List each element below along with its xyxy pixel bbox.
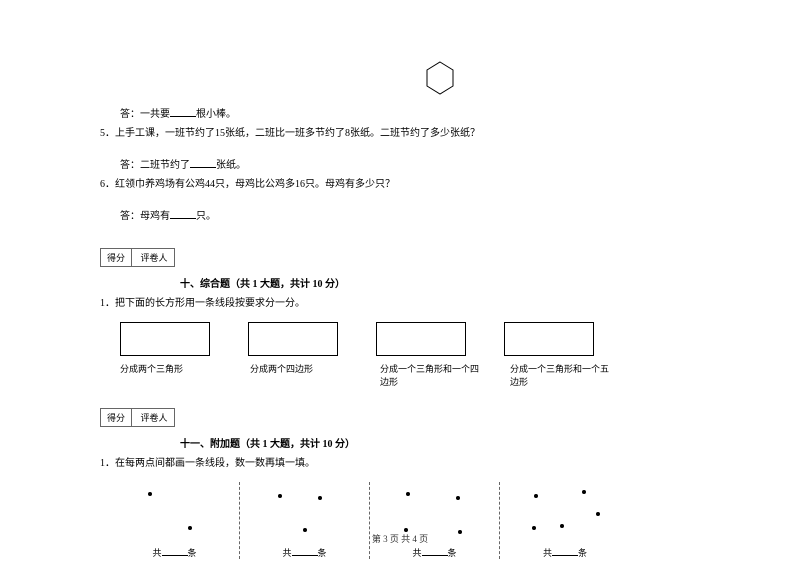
rect-1 xyxy=(120,322,210,356)
q6-text: 6．红领巾养鸡场有公鸡44只，母鸡比公鸡多16只。母鸡有多少只？ xyxy=(100,177,700,193)
q4-answer-prefix: 答：一共要 xyxy=(120,109,170,120)
score-box-11: 得分 评卷人 xyxy=(100,408,175,427)
rect-labels-row: 分成两个三角形 分成两个四边形 分成一个三角形和一个四边形 分成一个三角形和一个… xyxy=(120,362,700,388)
rect-4 xyxy=(504,322,594,356)
dot xyxy=(534,494,538,498)
q5-blank xyxy=(190,158,216,168)
hexagon-shape xyxy=(100,60,700,99)
dot xyxy=(318,496,322,500)
rect-2 xyxy=(248,322,338,356)
dots-blank-1 xyxy=(162,546,188,556)
s10-q1: 1．把下面的长方形用一条线段按要求分一分。 xyxy=(100,296,700,312)
dot xyxy=(532,526,536,530)
dots-suffix: 条 xyxy=(448,548,457,558)
q4-answer-suffix: 根小棒。 xyxy=(196,109,236,120)
s11-q1: 1．在每两点间都画一条线段，数一数再填一填。 xyxy=(100,456,700,472)
dot xyxy=(406,492,410,496)
dot xyxy=(560,524,564,528)
dot xyxy=(148,492,152,496)
rect-label-3: 分成一个三角形和一个四边形 xyxy=(380,362,480,388)
dots-panel-4: 共条 xyxy=(500,482,630,559)
rect-label-1: 分成两个三角形 xyxy=(120,362,220,388)
dots-prefix: 共 xyxy=(543,548,552,558)
dot xyxy=(582,490,586,494)
section-11-title: 十一、附加题（共 1 大题，共计 10 分） xyxy=(180,435,700,450)
q5-answer-prefix: 答：二班节约了 xyxy=(120,160,190,171)
q4-answer-line: 答：一共要 根小棒。 xyxy=(100,107,700,123)
rect-label-4: 分成一个三角形和一个五边形 xyxy=(510,362,610,388)
q5-answer-line: 答：二班节约了 张纸。 xyxy=(100,158,700,174)
dot xyxy=(458,530,462,534)
dots-suffix: 条 xyxy=(318,548,327,558)
dots-section: 共条 共条 共条 共条 xyxy=(110,482,700,559)
dot xyxy=(596,512,600,516)
rectangle-row xyxy=(120,322,700,356)
dots-blank-4 xyxy=(552,546,578,556)
q6-answer-line: 答：母鸡有 只。 xyxy=(100,209,700,225)
grader-label: 评卷人 xyxy=(135,249,174,266)
dots-blank-3 xyxy=(422,546,448,556)
rect-label-2: 分成两个四边形 xyxy=(250,362,350,388)
q6-answer-suffix: 只。 xyxy=(196,211,216,222)
dots-panel-1: 共条 xyxy=(110,482,240,559)
q5-text: 5．上手工课，一班节约了15张纸，二班比一班多节约了8张纸。二班节约了多少张纸？ xyxy=(100,126,700,142)
dots-panel-3: 共条 xyxy=(370,482,500,559)
dots-blank-2 xyxy=(292,546,318,556)
dot xyxy=(456,496,460,500)
section-10-title: 十、综合题（共 1 大题，共计 10 分） xyxy=(180,275,700,290)
dots-prefix: 共 xyxy=(412,548,421,558)
score-box-10: 得分 评卷人 xyxy=(100,248,175,267)
q5-answer-suffix: 张纸。 xyxy=(216,160,246,171)
dots-suffix: 条 xyxy=(578,548,587,558)
q4-blank xyxy=(170,107,196,117)
rect-3 xyxy=(376,322,466,356)
dots-panel-2: 共条 xyxy=(240,482,370,559)
dots-prefix: 共 xyxy=(282,548,291,558)
dot xyxy=(303,528,307,532)
grader-label: 评卷人 xyxy=(135,409,174,426)
q6-blank xyxy=(170,209,196,219)
dot xyxy=(188,526,192,530)
score-label: 得分 xyxy=(101,249,132,266)
page-footer: 第 3 页 共 4 页 xyxy=(372,532,428,545)
score-label: 得分 xyxy=(101,409,132,426)
dot xyxy=(278,494,282,498)
dots-prefix: 共 xyxy=(152,548,161,558)
dots-suffix: 条 xyxy=(188,548,197,558)
q6-answer-prefix: 答：母鸡有 xyxy=(120,211,170,222)
